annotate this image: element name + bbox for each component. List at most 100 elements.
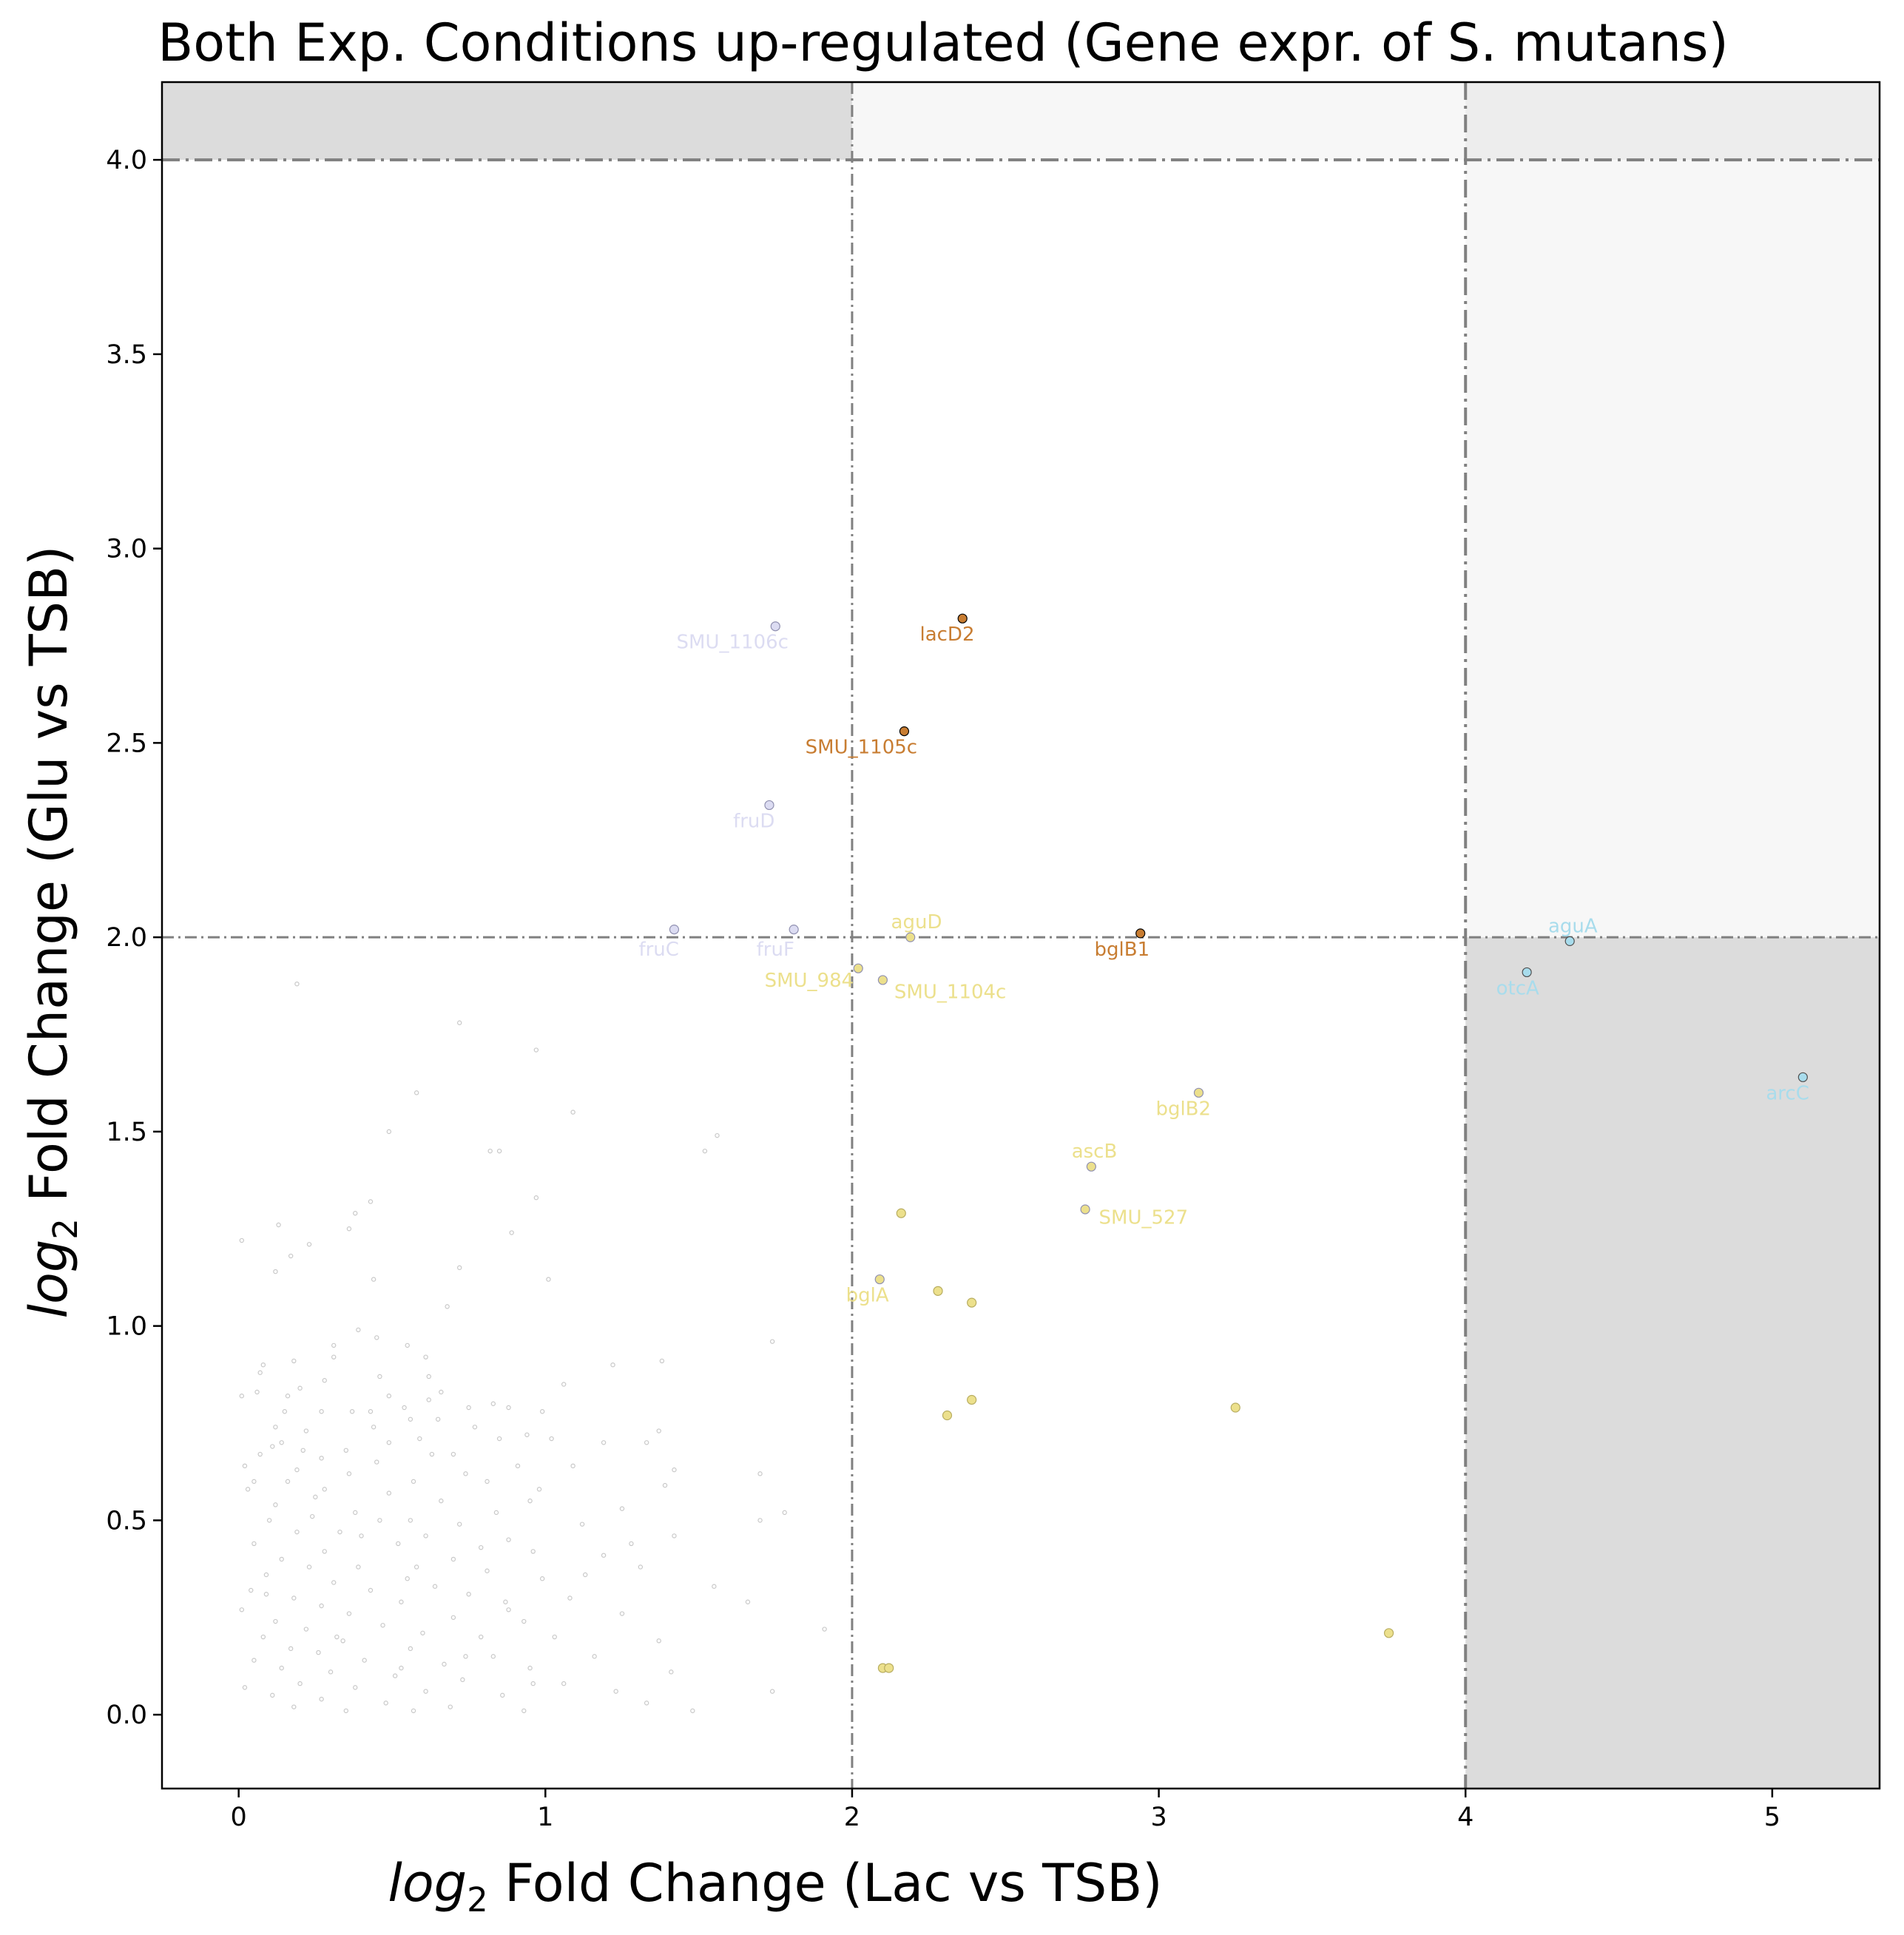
y-tick-label: 1.0: [106, 1312, 147, 1342]
highlighted-point: [1383, 1628, 1394, 1638]
background-point: [263, 1592, 269, 1597]
background-point: [583, 1572, 588, 1578]
background-point: [490, 1654, 496, 1659]
background-point: [472, 1425, 478, 1430]
gene-point: [957, 613, 968, 624]
background-point: [546, 1277, 551, 1282]
background-point: [619, 1611, 625, 1616]
background-point: [552, 1634, 557, 1640]
background-point: [386, 1440, 392, 1445]
background-point: [245, 1487, 251, 1492]
background-point: [362, 1658, 367, 1663]
background-point: [353, 1685, 358, 1690]
background-point: [413, 1090, 419, 1095]
background-point: [429, 1451, 435, 1457]
highlighted-point: [884, 1663, 894, 1673]
background-point: [579, 1522, 585, 1527]
gene-point: [770, 621, 780, 632]
gene-point: [874, 1274, 885, 1285]
gene-label: SMU_1104c: [894, 982, 1006, 1004]
background-point: [396, 1541, 401, 1547]
background-point: [463, 1471, 468, 1476]
background-point: [291, 1704, 297, 1709]
background-point: [300, 1448, 305, 1453]
background-point: [413, 1564, 419, 1570]
chart-title: Both Exp. Conditions up-regulated (Gene …: [158, 13, 1729, 73]
background-point: [402, 1405, 407, 1411]
gene-label: aguA: [1548, 915, 1598, 937]
shaded-region: [162, 82, 852, 161]
background-point: [769, 1689, 775, 1694]
background-point: [346, 1611, 352, 1616]
gene-point: [853, 963, 863, 973]
background-point: [506, 1607, 511, 1612]
background-point: [644, 1701, 649, 1706]
background-point: [408, 1646, 413, 1652]
background-point: [629, 1541, 634, 1547]
y-axis-label: log2 Fold Change (Glu vs TSB): [18, 546, 85, 1319]
gene-point: [899, 726, 910, 737]
background-point: [270, 1444, 275, 1449]
background-point: [426, 1374, 431, 1380]
background-point: [331, 1343, 337, 1348]
background-point: [291, 1358, 297, 1364]
background-point: [356, 1327, 361, 1333]
x-axis-label-rest: Fold Change (Lac vs TSB): [488, 1853, 1163, 1914]
background-point: [288, 1253, 294, 1259]
x-tick-label: 5: [1764, 1803, 1780, 1832]
background-point: [294, 1529, 300, 1535]
gene-point: [1086, 1161, 1096, 1172]
background-point: [359, 1533, 364, 1539]
background-point: [239, 1237, 245, 1243]
background-point: [745, 1599, 751, 1604]
background-point: [457, 1020, 462, 1025]
background-point: [356, 1564, 361, 1570]
background-point: [239, 1607, 245, 1612]
background-point: [386, 1490, 392, 1496]
background-point: [291, 1595, 297, 1601]
background-point: [457, 1522, 462, 1527]
background-point: [592, 1654, 597, 1659]
background-point: [257, 1370, 263, 1375]
x-tick-label: 0: [231, 1803, 247, 1832]
background-point: [294, 1467, 300, 1473]
background-point: [343, 1708, 348, 1714]
background-point: [601, 1440, 607, 1445]
background-point: [423, 1354, 428, 1360]
background-point: [638, 1564, 644, 1570]
x-tick-label: 2: [844, 1803, 860, 1832]
x-tick-label: 3: [1150, 1803, 1167, 1832]
background-point: [285, 1479, 291, 1485]
background-point: [297, 1385, 303, 1391]
background-point: [297, 1681, 303, 1686]
background-point: [613, 1689, 618, 1694]
gene-label: SMU_1106c: [677, 632, 789, 654]
background-point: [757, 1518, 763, 1523]
y-axis-ticks: 0.0 0.5 1.0 1.5 2.0 2.5 3.0 3.5 4.0: [106, 146, 162, 1730]
background-point: [536, 1487, 542, 1492]
background-point: [257, 1451, 263, 1457]
gene-point: [1193, 1087, 1204, 1098]
background-point: [567, 1595, 573, 1601]
background-point: [368, 1409, 374, 1414]
background-point: [294, 981, 300, 987]
gene-label: SMU_527: [1099, 1206, 1189, 1229]
background-point: [374, 1335, 379, 1340]
background-point: [644, 1440, 649, 1445]
gene-point: [877, 975, 888, 985]
background-point: [319, 1456, 324, 1461]
gene-label: SMU_984: [765, 970, 854, 992]
background-point: [659, 1358, 665, 1364]
background-point: [769, 1339, 775, 1344]
x-tick-label: 4: [1457, 1803, 1473, 1832]
highlighted-point: [1230, 1402, 1240, 1413]
background-point: [377, 1374, 382, 1380]
background-point: [273, 1269, 278, 1274]
background-point: [432, 1584, 438, 1589]
background-point: [353, 1211, 358, 1216]
background-point: [561, 1382, 567, 1387]
gene-label: fruC: [638, 939, 678, 961]
background-point: [288, 1646, 294, 1652]
background-point: [712, 1584, 717, 1589]
background-point: [309, 1513, 315, 1519]
